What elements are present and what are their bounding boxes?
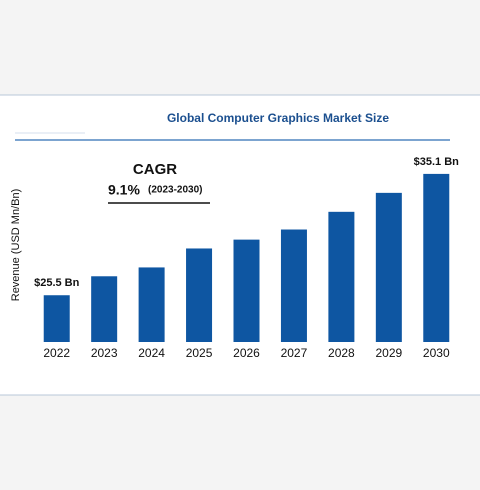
- bar: [423, 173, 450, 342]
- x-tick-label: 2030: [423, 346, 450, 360]
- x-tick-label: 2025: [186, 346, 213, 360]
- x-tick-label: 2027: [281, 346, 308, 360]
- cagr-value: 9.1%: [108, 182, 140, 198]
- bar: [138, 267, 165, 342]
- bar: [328, 211, 355, 342]
- cagr-title: CAGR: [133, 161, 177, 178]
- x-tick-label: 2026: [233, 346, 260, 360]
- bar: [186, 248, 213, 342]
- bar: [375, 192, 402, 342]
- bar: [43, 295, 70, 342]
- data-label: $35.1 Bn: [414, 156, 460, 168]
- x-tick-label: 2029: [375, 346, 402, 360]
- x-tick-label: 2022: [43, 346, 70, 360]
- data-label: $25.5 Bn: [34, 277, 80, 289]
- x-tick-label: 2024: [138, 346, 165, 360]
- cagr-period: (2023-2030): [148, 185, 202, 196]
- bar: [280, 229, 307, 342]
- x-tick-label: 2028: [328, 346, 355, 360]
- y-axis-label: Revenue (USD Mn/Bn): [10, 189, 22, 302]
- x-tick-label: 2023: [91, 346, 118, 360]
- chart-title: Global Computer Graphics Market Size: [167, 111, 389, 125]
- bar: [91, 276, 118, 342]
- bar: [233, 239, 260, 342]
